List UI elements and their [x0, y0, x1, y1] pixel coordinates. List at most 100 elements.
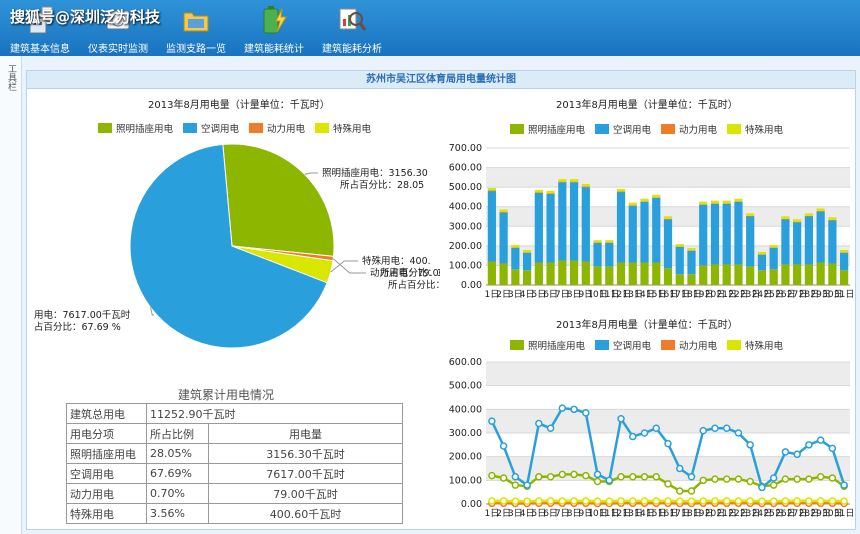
- bar-segment[interactable]: [793, 219, 802, 222]
- bar-segment[interactable]: [746, 215, 755, 217]
- bar-segment[interactable]: [581, 261, 590, 285]
- line-point[interactable]: [593, 477, 602, 486]
- line-point[interactable]: [722, 497, 731, 505]
- bar-segment[interactable]: [663, 268, 673, 285]
- line-point[interactable]: [558, 497, 567, 505]
- line-point[interactable]: [499, 497, 508, 505]
- line-point[interactable]: [570, 405, 578, 414]
- bar-segment[interactable]: [781, 216, 790, 219]
- bar-segment[interactable]: [663, 218, 673, 220]
- bar-segment[interactable]: [558, 182, 567, 261]
- legend-item[interactable]: 动力用电: [249, 121, 305, 135]
- bar-segment[interactable]: [569, 182, 579, 261]
- line-point[interactable]: [640, 429, 649, 437]
- bar-segment[interactable]: [581, 186, 590, 188]
- bar-segment[interactable]: [534, 189, 543, 193]
- bar-segment[interactable]: [675, 244, 684, 247]
- line-point[interactable]: [488, 497, 496, 505]
- line-point[interactable]: [699, 497, 707, 505]
- line-point[interactable]: [769, 481, 778, 489]
- line-point[interactable]: [769, 497, 778, 505]
- line-point[interactable]: [617, 415, 625, 423]
- bar-segment[interactable]: [816, 208, 825, 212]
- bar-segment[interactable]: [640, 201, 649, 263]
- bar-segment[interactable]: [569, 179, 579, 182]
- line-point[interactable]: [664, 439, 672, 448]
- line-point[interactable]: [593, 497, 602, 505]
- bar-segment[interactable]: [710, 203, 720, 265]
- line-point[interactable]: [558, 404, 567, 412]
- line-point[interactable]: [488, 471, 496, 480]
- bar-segment[interactable]: [487, 261, 496, 285]
- line-point[interactable]: [664, 497, 672, 505]
- bar-segment[interactable]: [511, 269, 520, 285]
- line-point[interactable]: [805, 475, 813, 483]
- line-point[interactable]: [699, 426, 707, 435]
- bar-segment[interactable]: [569, 260, 579, 285]
- line-point[interactable]: [758, 483, 766, 492]
- bar-segment[interactable]: [487, 187, 496, 191]
- line-point[interactable]: [511, 481, 520, 489]
- line-point[interactable]: [617, 497, 625, 505]
- line-point[interactable]: [675, 487, 684, 495]
- bar-segment[interactable]: [793, 264, 802, 285]
- line-point[interactable]: [722, 475, 731, 483]
- bar-segment[interactable]: [699, 265, 708, 285]
- bar-segment[interactable]: [699, 201, 708, 205]
- line-point[interactable]: [652, 497, 661, 505]
- line-point[interactable]: [675, 464, 684, 473]
- bar-segment[interactable]: [840, 270, 849, 285]
- line-point[interactable]: [675, 497, 684, 505]
- legend-item[interactable]: 动力用电: [661, 122, 717, 136]
- bar-segment[interactable]: [569, 181, 579, 183]
- nav-energy-analysis[interactable]: 建筑能耗分析: [312, 2, 392, 55]
- bar-segment[interactable]: [499, 211, 508, 213]
- bar-segment[interactable]: [840, 252, 849, 271]
- bar-segment[interactable]: [840, 249, 849, 253]
- bar-segment[interactable]: [534, 193, 543, 263]
- line-point[interactable]: [570, 470, 578, 479]
- line-point[interactable]: [499, 474, 508, 482]
- bar-segment[interactable]: [511, 245, 520, 248]
- bar-segment[interactable]: [828, 263, 837, 285]
- bar-segment[interactable]: [640, 262, 649, 285]
- bar-segment[interactable]: [816, 211, 825, 212]
- bar-segment[interactable]: [652, 262, 661, 285]
- bar-segment[interactable]: [793, 222, 802, 265]
- legend-item[interactable]: 空调用电: [183, 121, 239, 135]
- sidebar[interactable]: 工具栏: [0, 56, 22, 534]
- bar-segment[interactable]: [699, 204, 708, 205]
- line-point[interactable]: [687, 473, 696, 481]
- bar-segment[interactable]: [675, 274, 684, 285]
- line-point[interactable]: [582, 497, 590, 505]
- line-point[interactable]: [840, 497, 848, 505]
- bar-segment[interactable]: [628, 202, 637, 206]
- line-point[interactable]: [793, 497, 801, 505]
- line-point[interactable]: [617, 473, 625, 481]
- line-point[interactable]: [605, 476, 614, 485]
- bar-segment[interactable]: [746, 216, 755, 267]
- bar-segment[interactable]: [663, 216, 673, 219]
- line-point[interactable]: [652, 473, 661, 481]
- bar-segment[interactable]: [828, 217, 837, 220]
- bar-segment[interactable]: [804, 215, 814, 217]
- bar-segment[interactable]: [722, 264, 731, 285]
- bar-segment[interactable]: [757, 254, 767, 271]
- legend-item[interactable]: 照明插座用电: [510, 338, 585, 352]
- bar-segment[interactable]: [769, 245, 778, 248]
- line-point[interactable]: [722, 424, 731, 433]
- line-point[interactable]: [499, 442, 508, 450]
- bar-segment[interactable]: [722, 203, 731, 265]
- bar-segment[interactable]: [746, 266, 755, 285]
- bar-segment[interactable]: [499, 209, 508, 212]
- line-point[interactable]: [781, 448, 790, 456]
- line-point[interactable]: [687, 487, 696, 495]
- bar-segment[interactable]: [546, 190, 555, 194]
- bar-segment[interactable]: [581, 187, 590, 262]
- bar-segment[interactable]: [769, 269, 778, 285]
- bar-segment[interactable]: [757, 251, 767, 255]
- nav-meter-monitor[interactable]: 仪表实时监测: [78, 2, 158, 55]
- bar-segment[interactable]: [616, 192, 626, 263]
- line-point[interactable]: [629, 473, 637, 481]
- line-point[interactable]: [746, 497, 754, 505]
